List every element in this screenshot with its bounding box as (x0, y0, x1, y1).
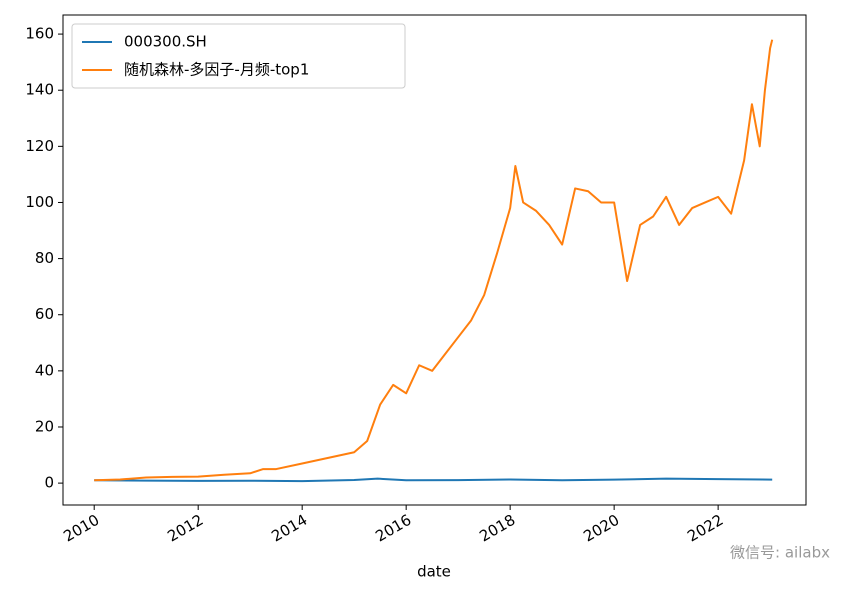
x-tick-label: 2012 (164, 511, 206, 546)
y-tick-label: 100 (25, 193, 54, 211)
data-line (94, 39, 774, 482)
x-tick-label: 2020 (580, 511, 622, 546)
x-tick-label: 2014 (268, 511, 310, 546)
y-tick-label: 60 (35, 305, 54, 323)
x-tick-label: 2018 (476, 511, 518, 546)
y-tick-label: 120 (25, 137, 54, 155)
x-tick-label: 2010 (60, 511, 102, 546)
x-tick-label: 2016 (372, 511, 414, 546)
y-tick-label: 160 (25, 25, 54, 43)
x-axis-label: date (417, 563, 451, 581)
y-tick-label: 20 (35, 417, 54, 435)
y-tick-label: 140 (25, 81, 54, 99)
plot-frame (62, 14, 807, 506)
data-line (94, 477, 773, 483)
legend-frame (71, 23, 406, 89)
legend: 000300.SH 随机森林-多因子-月频-top1 (71, 23, 406, 89)
watermark: 微信号: ailabx (730, 544, 830, 562)
legend-label: 000300.SH (124, 33, 207, 51)
y-tick-label: 0 (44, 474, 54, 492)
legend-label: 随机森林-多因子-月频-top1 (124, 61, 309, 79)
y-tick-label: 40 (35, 361, 54, 379)
y-tick-label: 80 (35, 249, 54, 267)
x-tick-label: 2022 (684, 511, 726, 546)
